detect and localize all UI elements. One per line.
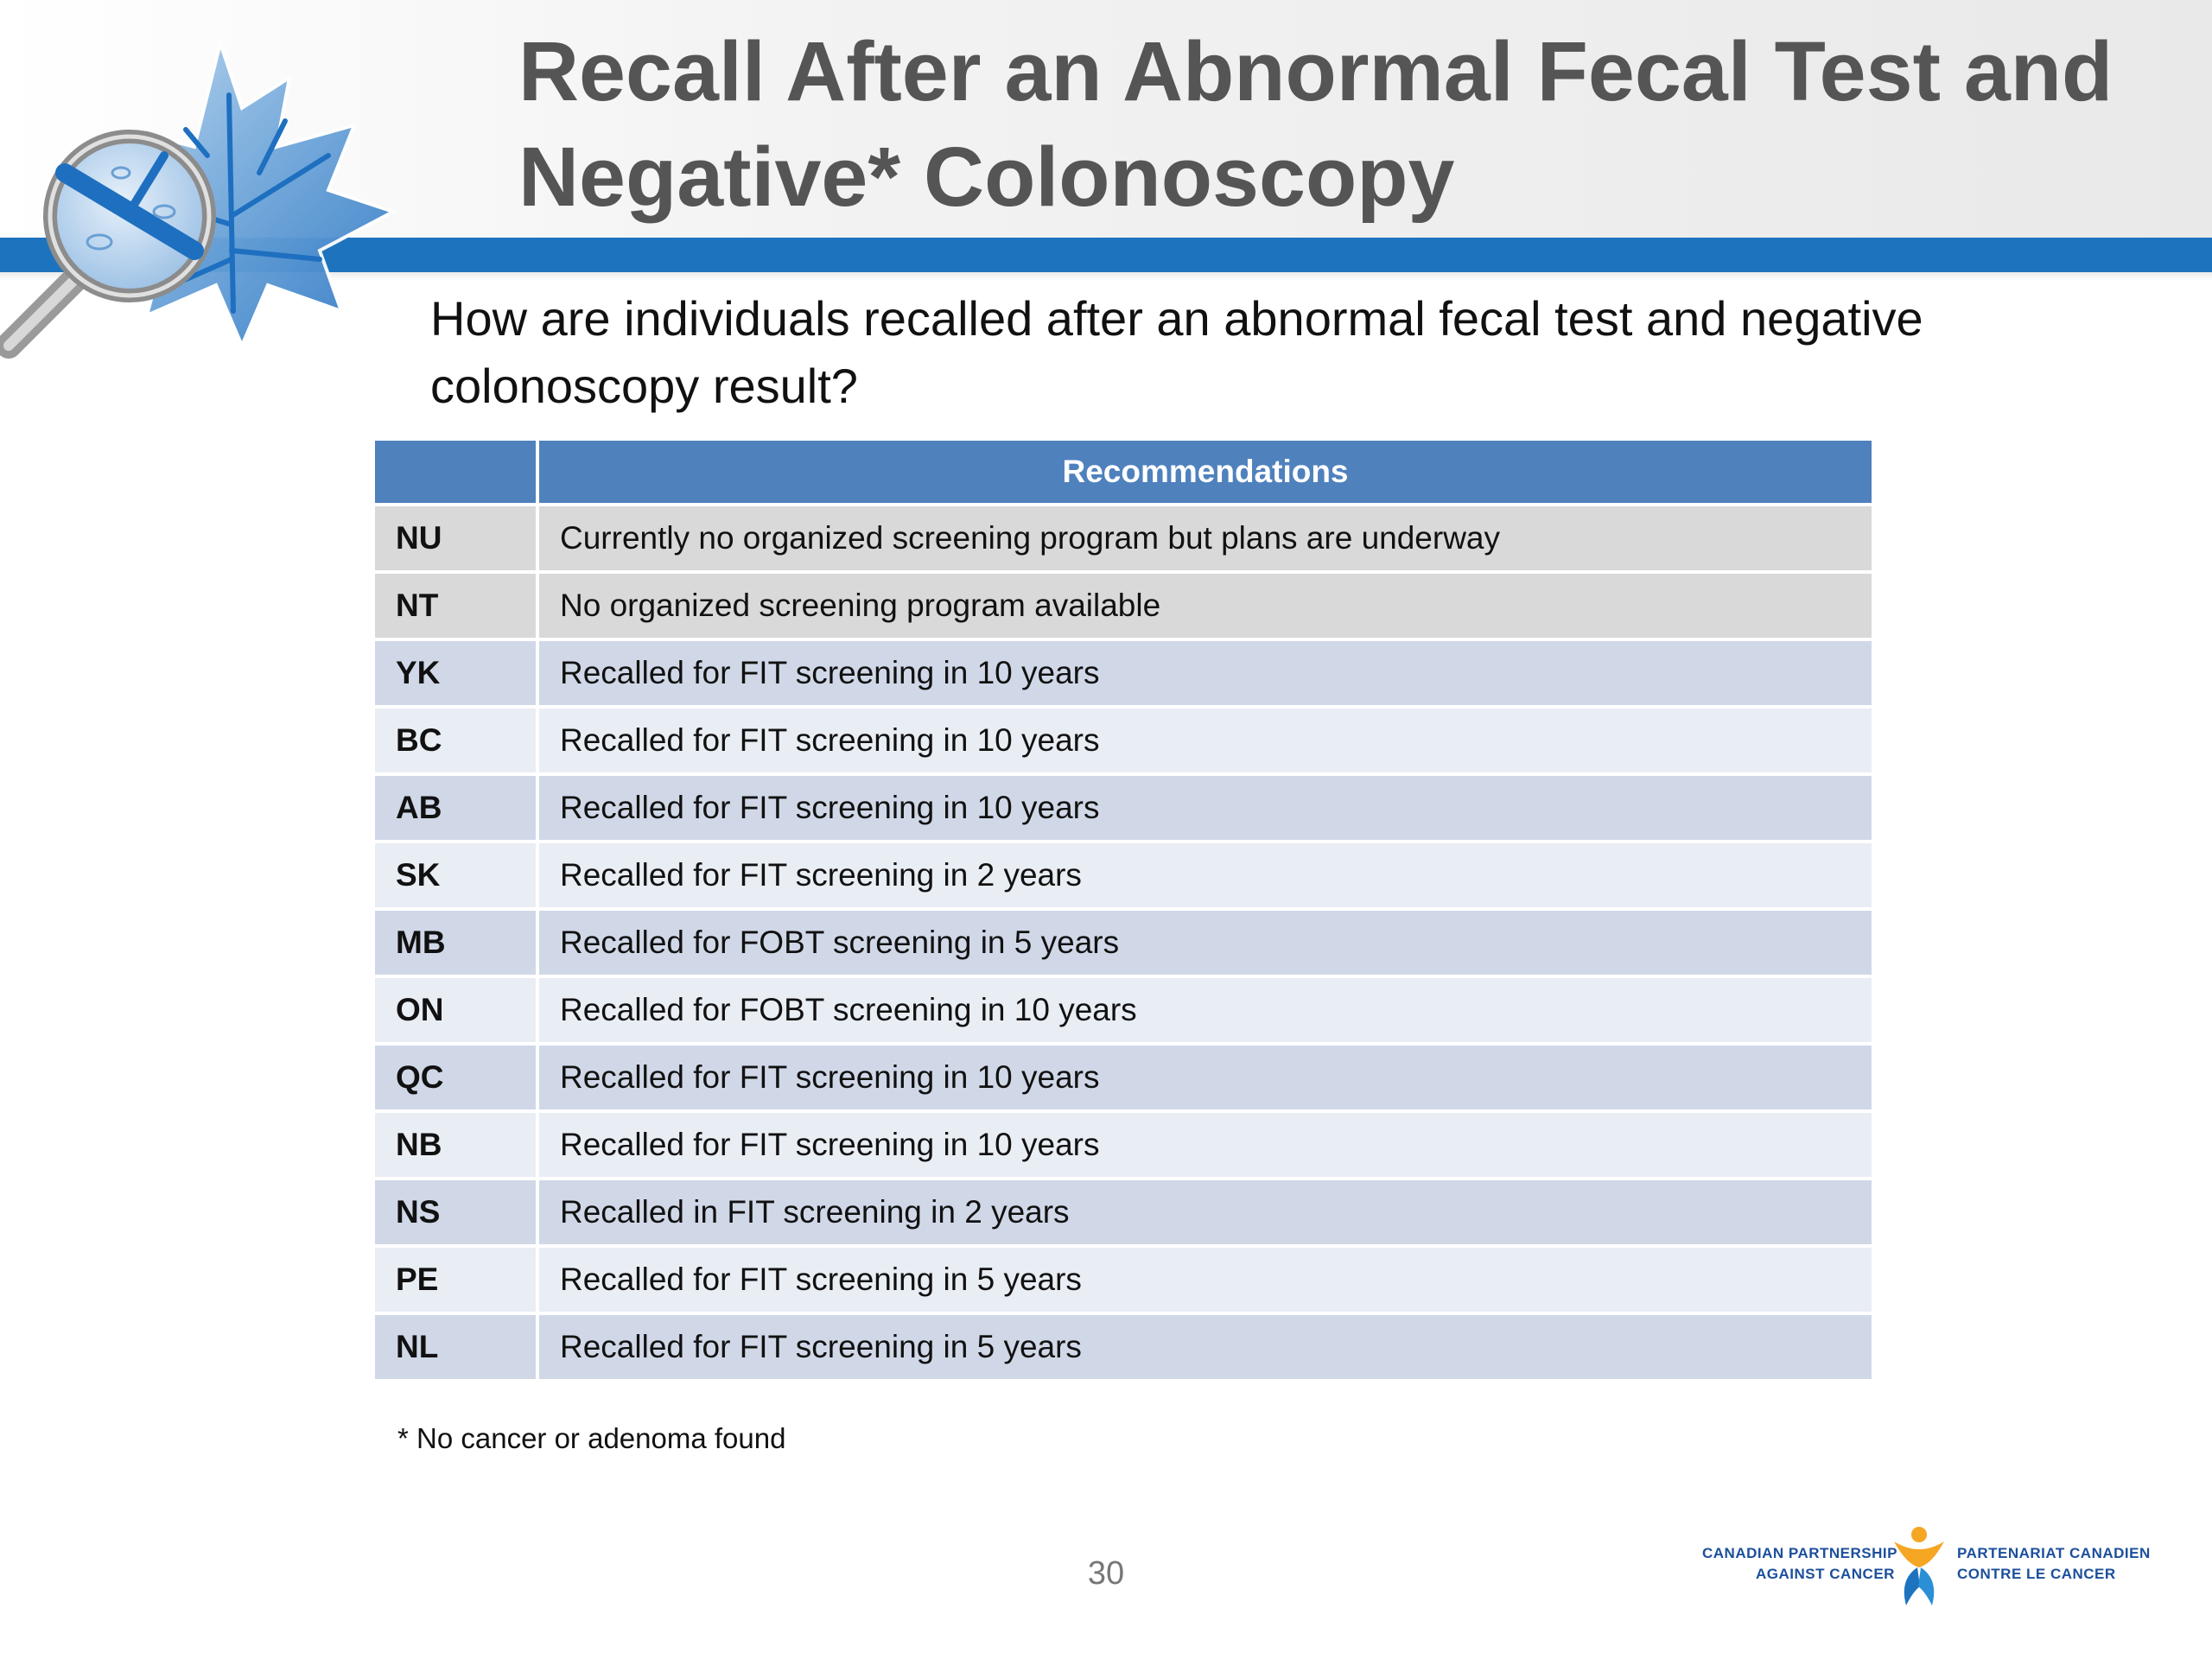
- table-row: SK Recalled for FIT screening in 2 years: [375, 843, 1872, 907]
- table-row: MB Recalled for FOBT screening in 5 year…: [375, 911, 1872, 975]
- row-code: ON: [375, 978, 539, 1042]
- row-code: NS: [375, 1180, 539, 1244]
- table-row: AB Recalled for FIT screening in 10 year…: [375, 776, 1872, 840]
- column-header-code: [375, 441, 539, 503]
- table-row: PE Recalled for FIT screening in 5 years: [375, 1248, 1872, 1312]
- partnership-figure-icon: [1894, 1527, 1944, 1605]
- table-row: ON Recalled for FOBT screening in 10 yea…: [375, 978, 1872, 1042]
- row-recommendation: Recalled for FIT screening in 10 years: [539, 1046, 1872, 1109]
- row-code: MB: [375, 911, 539, 975]
- footnote: * No cancer or adenoma found: [397, 1422, 786, 1454]
- row-recommendation: Recalled for FIT screening in 5 years: [539, 1315, 1872, 1379]
- row-code: NB: [375, 1113, 539, 1177]
- row-recommendation: Recalled for FOBT screening in 10 years: [539, 978, 1872, 1042]
- row-code: YK: [375, 641, 539, 705]
- header-band-shadow: [0, 272, 2212, 281]
- row-code: BC: [375, 709, 539, 772]
- table-header-row: Recommendations: [375, 441, 1872, 503]
- recommendations-table: Recommendations NU Currently no organize…: [375, 437, 1872, 1382]
- row-recommendation: Recalled for FIT screening in 5 years: [539, 1248, 1872, 1312]
- logo-text-en-line2: AGAINST CANCER: [1756, 1566, 1895, 1582]
- row-code: QC: [375, 1046, 539, 1109]
- row-recommendation: Recalled for FIT screening in 10 years: [539, 1113, 1872, 1177]
- row-code: NT: [375, 574, 539, 638]
- table-row: QC Recalled for FIT screening in 10 year…: [375, 1046, 1872, 1109]
- column-header-recommendations: Recommendations: [539, 441, 1872, 503]
- row-code: PE: [375, 1248, 539, 1312]
- table-row: NL Recalled for FIT screening in 5 years: [375, 1315, 1872, 1379]
- row-recommendation: Recalled for FIT screening in 10 years: [539, 641, 1872, 705]
- table-row: YK Recalled for FIT screening in 10 year…: [375, 641, 1872, 705]
- slide-subtitle: How are individuals recalled after an ab…: [430, 291, 1923, 413]
- table-row: NS Recalled in FIT screening in 2 years: [375, 1180, 1872, 1244]
- maple-leaf-magnifier-icon: [0, 36, 398, 359]
- logo-text-fr-line2: CONTRE LE CANCER: [1957, 1566, 2116, 1582]
- table-row: NT No organized screening program availa…: [375, 574, 1872, 638]
- table-row: BC Recalled for FIT screening in 10 year…: [375, 709, 1872, 772]
- slide-title: Recall After an Abnormal Fecal Test and …: [518, 24, 2113, 224]
- row-recommendation: No organized screening program available: [539, 574, 1872, 638]
- table-row: NB Recalled for FIT screening in 10 year…: [375, 1113, 1872, 1177]
- table-row: NU Currently no organized screening prog…: [375, 506, 1872, 570]
- row-code: NL: [375, 1315, 539, 1379]
- row-recommendation: Recalled for FIT screening in 2 years: [539, 843, 1872, 907]
- header-band: [0, 238, 2212, 272]
- row-code: NU: [375, 506, 539, 570]
- row-recommendation: Recalled for FIT screening in 10 years: [539, 776, 1872, 840]
- row-recommendation: Recalled for FIT screening in 10 years: [539, 709, 1872, 772]
- logo-text-fr-line1: PARTENARIAT CANADIEN: [1957, 1545, 2151, 1561]
- partner-logo: CANADIAN PARTNERSHIP AGAINST CANCER PART…: [1694, 1522, 2150, 1616]
- row-recommendation: Recalled for FOBT screening in 5 years: [539, 911, 1872, 975]
- row-recommendation: Recalled in FIT screening in 2 years: [539, 1180, 1872, 1244]
- row-code: AB: [375, 776, 539, 840]
- header-background: [0, 0, 2212, 238]
- page-number: 30: [1087, 1555, 1125, 1592]
- logo-text-en-line1: CANADIAN PARTNERSHIP: [1702, 1545, 1897, 1561]
- row-code: SK: [375, 843, 539, 907]
- row-recommendation: Currently no organized screening program…: [539, 506, 1872, 570]
